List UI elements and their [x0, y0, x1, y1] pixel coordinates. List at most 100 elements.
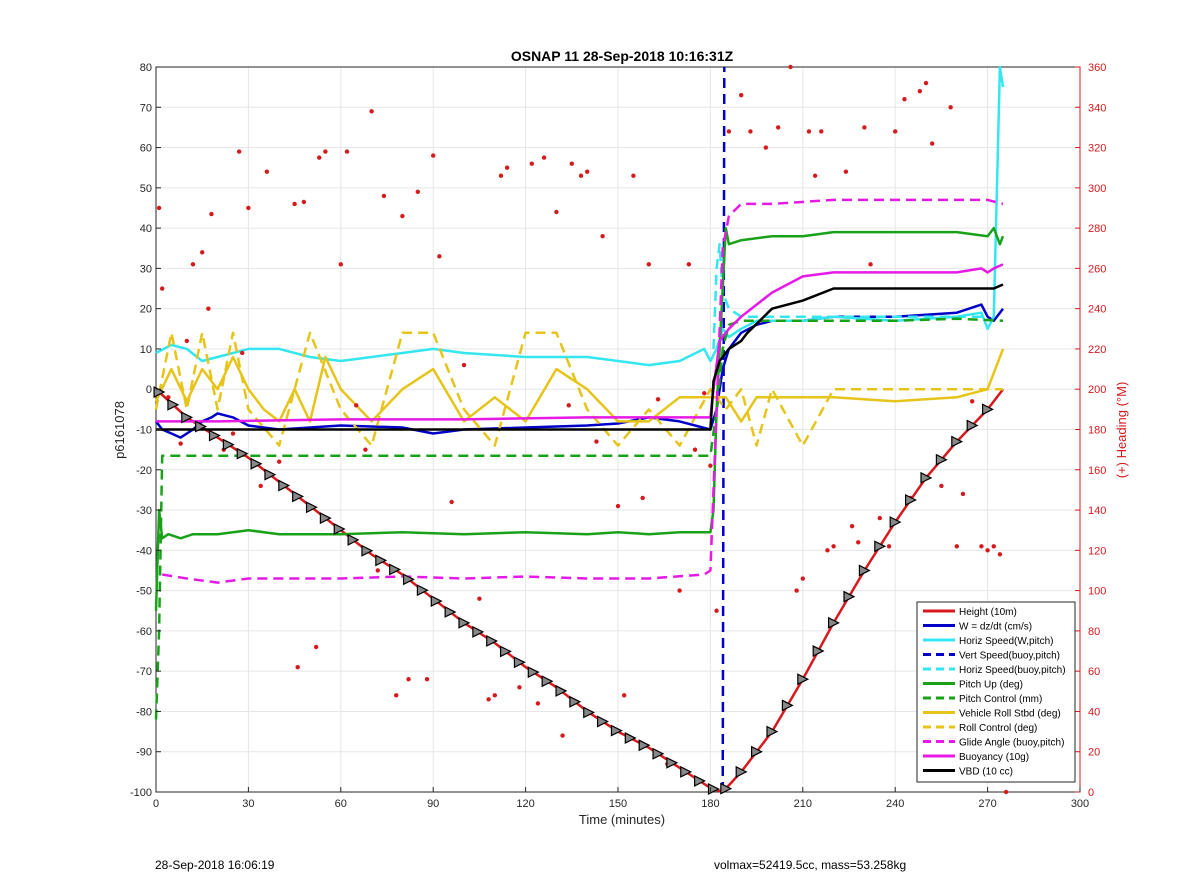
legend-label: Roll Control (deg): [959, 723, 1037, 734]
height-marker: [610, 724, 623, 737]
height-marker: [750, 745, 763, 758]
y-tick-label: -70: [136, 666, 152, 678]
height-marker: [843, 590, 856, 603]
y2-tick-label: 60: [1088, 666, 1100, 678]
height-marker: [981, 403, 994, 416]
y2-axis-label: (+) Heading (°M): [1114, 382, 1129, 479]
height-marker: [472, 625, 485, 638]
heading-point: [621, 693, 627, 698]
heading-point: [923, 80, 929, 86]
y-tick-label: 0: [146, 384, 152, 396]
heading-point: [375, 568, 380, 573]
series-11-line: [156, 283, 1004, 431]
heading-point: [893, 129, 898, 134]
heading-point: [877, 515, 882, 521]
heading-point: [560, 733, 565, 738]
height-marker: [638, 739, 651, 752]
x-tick-label: 180: [701, 798, 719, 810]
heading-point: [594, 439, 599, 444]
heading-point: [184, 338, 189, 344]
heading-point: [486, 697, 491, 702]
height-marker: [430, 595, 443, 608]
height-marker: [458, 616, 471, 629]
x-axis-label: Time (minutes): [579, 812, 665, 827]
heading-point: [240, 350, 245, 356]
height-marker: [797, 673, 810, 686]
x-tick-label: 90: [427, 798, 439, 810]
heading-point: [970, 399, 975, 404]
heading-point: [292, 201, 297, 207]
legend-label: Horiz Speed(buoy,pitch): [959, 665, 1066, 676]
heading-point: [394, 693, 399, 698]
heading-point: [566, 403, 571, 408]
heading-point: [714, 608, 719, 613]
height-marker: [236, 447, 249, 460]
height-marker: [278, 479, 291, 492]
height-marker: [680, 765, 693, 778]
series-layer: [154, 64, 1009, 795]
heading-point: [800, 576, 805, 581]
height-marker: [920, 471, 933, 484]
legend-label: Pitch Control (mm): [959, 694, 1042, 705]
y-tick-label: 50: [140, 183, 152, 195]
heading-point: [739, 92, 744, 98]
heading-point: [960, 491, 966, 497]
heading-point: [354, 403, 359, 408]
height-marker: [935, 453, 948, 466]
heading-point: [979, 544, 984, 549]
heading-point: [258, 483, 263, 489]
heading-point: [504, 165, 510, 170]
height-marker: [720, 782, 733, 795]
y2-tick-label: 220: [1088, 344, 1106, 356]
height-marker: [444, 605, 457, 618]
heading-point: [461, 362, 467, 368]
height-marker: [195, 420, 208, 433]
height-marker: [208, 429, 221, 442]
heading-point: [991, 544, 996, 549]
y2-tick-label: 280: [1088, 223, 1106, 235]
heading-point: [400, 213, 405, 219]
series-10-line: [156, 263, 1004, 423]
heading-point: [862, 125, 867, 130]
height-marker: [181, 411, 194, 424]
y-tick-label: 20: [140, 304, 152, 316]
height-marker: [264, 468, 277, 481]
heading-point: [902, 97, 907, 102]
footer-vol-mass: volmax=52419.5cc, mass=53.258kg: [714, 858, 907, 872]
heading-point: [615, 503, 621, 509]
height-marker: [874, 540, 887, 553]
series-9-line: [161, 198, 1004, 584]
y-tick-label: -100: [130, 787, 152, 799]
heading-point: [748, 129, 753, 134]
legend-label: Horiz Speed(W,pitch): [959, 636, 1053, 647]
series-8-line: [154, 331, 1003, 447]
height-marker: [951, 435, 964, 448]
heading-point: [954, 544, 959, 549]
height-marker: [486, 634, 499, 647]
heading-point: [363, 447, 368, 452]
y2-tick-label: 260: [1088, 263, 1106, 275]
x-tick-label: 30: [242, 798, 254, 810]
heading-point: [600, 233, 605, 239]
y-tick-label: -80: [136, 706, 152, 718]
heading-point: [236, 149, 242, 154]
heading-point: [1003, 789, 1009, 795]
heading-point: [640, 495, 645, 501]
height-marker: [735, 765, 748, 778]
heading-point: [295, 664, 300, 670]
height-marker: [694, 774, 706, 787]
heading-point: [406, 677, 411, 682]
heading-point: [246, 205, 251, 211]
legend-label: Vert Speed(buoy,pitch): [959, 651, 1060, 662]
height-marker: [766, 725, 779, 738]
heading-point: [856, 540, 861, 545]
y2-tick-label: 360: [1088, 62, 1106, 74]
x-tick-label: 300: [1071, 798, 1089, 810]
height-marker: [499, 645, 512, 658]
y2-tick-label: 160: [1088, 465, 1106, 477]
x-tick-label: 240: [886, 798, 904, 810]
legend-label: Buoyancy (10g): [959, 752, 1029, 763]
heading-point: [985, 548, 990, 553]
heading-point: [939, 483, 944, 489]
y2-tick-label: 100: [1088, 586, 1106, 598]
